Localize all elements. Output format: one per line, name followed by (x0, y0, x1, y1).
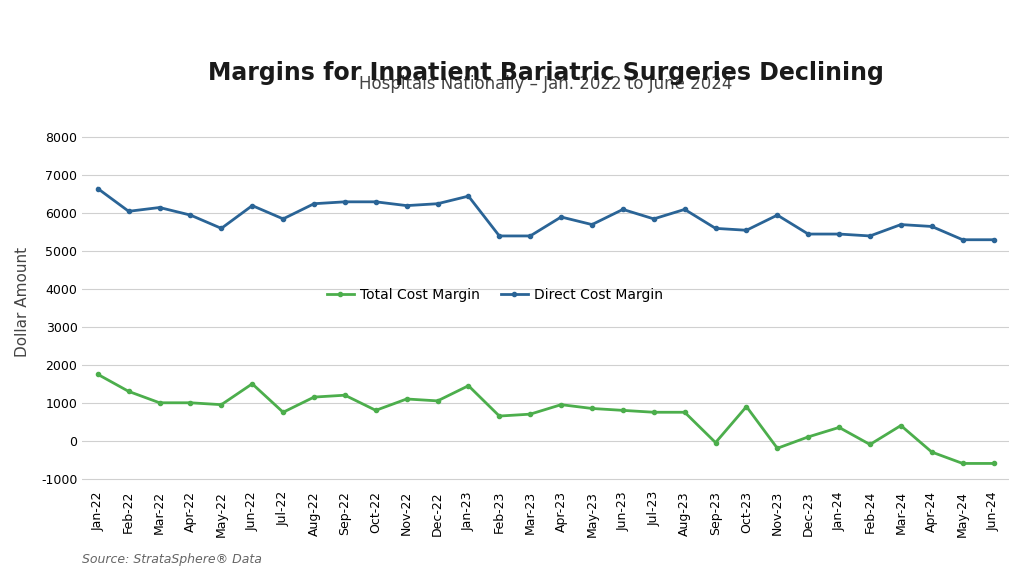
Direct Cost Margin (276, 216, 289, 222)
Direct Cost Margin (123, 208, 135, 215)
Direct Cost Margin (771, 212, 783, 218)
Direct Cost Margin (895, 221, 907, 228)
Total Cost Margin (154, 399, 166, 406)
Total Cost Margin (740, 403, 753, 410)
Total Cost Margin (987, 460, 999, 467)
Direct Cost Margin (555, 213, 567, 220)
Line: Direct Cost Margin: Direct Cost Margin (95, 187, 995, 242)
Line: Total Cost Margin: Total Cost Margin (95, 372, 995, 465)
Total Cost Margin (276, 409, 289, 416)
Total Cost Margin (864, 441, 877, 448)
Total Cost Margin (771, 445, 783, 452)
Direct Cost Margin (616, 206, 629, 213)
Total Cost Margin (123, 388, 135, 395)
Direct Cost Margin (864, 233, 877, 240)
Total Cost Margin (926, 448, 938, 455)
Total Cost Margin (339, 392, 351, 399)
Direct Cost Margin (802, 230, 814, 237)
Title: Margins for Inpatient Bariatric Surgeries Declining: Margins for Inpatient Bariatric Surgerie… (208, 60, 884, 85)
Direct Cost Margin (431, 200, 443, 207)
Direct Cost Margin (494, 233, 506, 240)
Total Cost Margin (616, 407, 629, 414)
Total Cost Margin (400, 395, 413, 402)
Direct Cost Margin (400, 202, 413, 209)
Direct Cost Margin (184, 212, 197, 218)
Direct Cost Margin (926, 223, 938, 230)
Direct Cost Margin (956, 236, 969, 243)
Total Cost Margin (91, 371, 103, 378)
Text: Hospitals Nationally – Jan. 2022 to June 2024: Hospitals Nationally – Jan. 2022 to June… (359, 75, 732, 93)
Total Cost Margin (215, 401, 227, 408)
Total Cost Margin (246, 381, 258, 387)
Direct Cost Margin (647, 216, 659, 222)
Total Cost Margin (184, 399, 197, 406)
Direct Cost Margin (679, 206, 691, 213)
Total Cost Margin (586, 405, 598, 412)
Y-axis label: Dollar Amount: Dollar Amount (15, 248, 30, 357)
Total Cost Margin (895, 422, 907, 429)
Direct Cost Margin (215, 225, 227, 232)
Total Cost Margin (647, 409, 659, 416)
Total Cost Margin (710, 439, 722, 446)
Direct Cost Margin (833, 230, 845, 237)
Total Cost Margin (308, 394, 321, 401)
Total Cost Margin (679, 409, 691, 416)
Direct Cost Margin (370, 199, 382, 205)
Direct Cost Margin (462, 193, 474, 200)
Direct Cost Margin (987, 236, 999, 243)
Total Cost Margin (431, 398, 443, 405)
Total Cost Margin (462, 382, 474, 389)
Total Cost Margin (956, 460, 969, 467)
Total Cost Margin (833, 424, 845, 431)
Direct Cost Margin (710, 225, 722, 232)
Total Cost Margin (494, 413, 506, 419)
Direct Cost Margin (91, 185, 103, 192)
Direct Cost Margin (339, 199, 351, 205)
Total Cost Margin (524, 411, 537, 418)
Direct Cost Margin (524, 233, 537, 240)
Direct Cost Margin (246, 202, 258, 209)
Legend: Total Cost Margin, Direct Cost Margin: Total Cost Margin, Direct Cost Margin (321, 282, 669, 307)
Direct Cost Margin (154, 204, 166, 211)
Total Cost Margin (555, 401, 567, 408)
Direct Cost Margin (586, 221, 598, 228)
Text: Source: StrataSphere® Data: Source: StrataSphere® Data (82, 553, 262, 566)
Total Cost Margin (802, 434, 814, 440)
Direct Cost Margin (308, 200, 321, 207)
Direct Cost Margin (740, 227, 753, 234)
Total Cost Margin (370, 407, 382, 414)
